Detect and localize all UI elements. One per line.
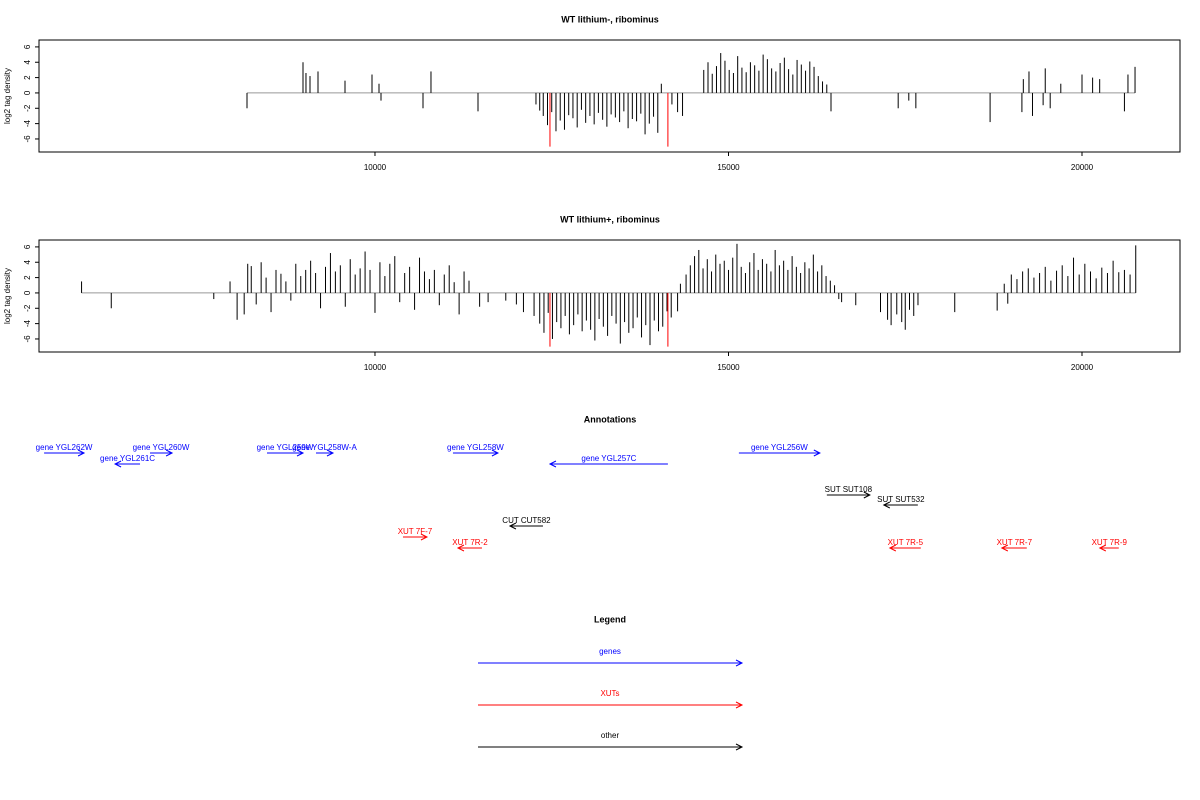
feature-arrow bbox=[456, 544, 482, 552]
y-tick-label: 4 bbox=[23, 259, 32, 264]
feature-arrow bbox=[452, 449, 500, 457]
y-axis-label: log2 tag density bbox=[3, 68, 12, 124]
feature-label: gene YGL261C bbox=[100, 454, 155, 463]
y-tick-label: 0 bbox=[23, 90, 32, 95]
y-tick-label: -2 bbox=[23, 104, 32, 112]
x-tick-label: 20000 bbox=[1071, 363, 1094, 372]
feature-arrow bbox=[888, 544, 921, 552]
feature-label: XUT 7R-5 bbox=[888, 538, 924, 547]
feature-arrow bbox=[113, 460, 141, 468]
annotations-title: Annotations bbox=[584, 414, 637, 424]
feature-label: gene YGL262W bbox=[36, 443, 93, 452]
chart-title: WT lithium+, ribominus bbox=[560, 214, 660, 224]
y-tick-label: -6 bbox=[23, 335, 32, 343]
feature-label: gene YGL257C bbox=[581, 454, 636, 463]
feature-label: XUT 7R-2 bbox=[452, 538, 488, 547]
feature-arrow bbox=[402, 533, 429, 541]
feature-label: gene YGL260W bbox=[133, 443, 190, 452]
feature-arrow bbox=[548, 460, 668, 468]
y-tick-label: 6 bbox=[23, 244, 32, 249]
feature-label: gene YGL258W bbox=[447, 443, 504, 452]
x-tick-label: 15000 bbox=[717, 363, 740, 372]
feature-label: gene YGL259W bbox=[257, 443, 314, 452]
chart-title: WT lithium-, ribominus bbox=[561, 14, 659, 24]
y-tick-label: 2 bbox=[23, 75, 32, 80]
x-tick-label: 20000 bbox=[1071, 163, 1094, 172]
legend-arrow bbox=[478, 659, 744, 667]
x-tick-label: 10000 bbox=[364, 163, 387, 172]
feature-arrow bbox=[1098, 544, 1119, 552]
legend-label: other bbox=[601, 731, 620, 740]
feature-arrow bbox=[316, 449, 335, 457]
y-tick-label: 2 bbox=[23, 275, 32, 280]
feature-arrow bbox=[150, 449, 174, 457]
feature-label: SUT SUT108 bbox=[825, 485, 873, 494]
feature-label: XUT 7F-7 bbox=[398, 527, 433, 536]
legend-label: genes bbox=[599, 647, 621, 656]
y-tick-label: -6 bbox=[23, 135, 32, 143]
feature-arrow bbox=[44, 449, 86, 457]
y-tick-label: -4 bbox=[23, 320, 32, 328]
y-axis-label: log2 tag density bbox=[3, 268, 12, 324]
feature-label: XUT 7R-9 bbox=[1092, 538, 1128, 547]
feature-arrow bbox=[508, 522, 543, 530]
y-tick-label: 6 bbox=[23, 44, 32, 49]
legend-arrow bbox=[478, 743, 744, 751]
feature-label: gene YGL258W-A bbox=[292, 443, 357, 452]
feature-arrow bbox=[1000, 544, 1027, 552]
y-tick-label: -4 bbox=[23, 120, 32, 128]
feature-arrow bbox=[267, 449, 305, 457]
feature-label: SUT SUT532 bbox=[877, 495, 925, 504]
feature-label: XUT 7R-7 bbox=[997, 538, 1033, 547]
feature-arrow bbox=[882, 501, 918, 509]
feature-arrow bbox=[826, 491, 871, 499]
x-tick-label: 10000 bbox=[364, 363, 387, 372]
feature-arrow bbox=[738, 449, 821, 457]
feature-label: CUT CUT582 bbox=[502, 516, 551, 525]
y-tick-label: -2 bbox=[23, 304, 32, 312]
x-tick-label: 15000 bbox=[717, 163, 740, 172]
feature-label: gene YGL256W bbox=[751, 443, 808, 452]
y-tick-label: 4 bbox=[23, 59, 32, 64]
legend-arrow bbox=[478, 701, 744, 709]
plot-frame bbox=[38, 239, 1181, 353]
y-tick-label: 0 bbox=[23, 290, 32, 295]
legend-title: Legend bbox=[594, 614, 626, 624]
legend-label: XUTs bbox=[600, 689, 619, 698]
plot-frame bbox=[38, 39, 1181, 153]
